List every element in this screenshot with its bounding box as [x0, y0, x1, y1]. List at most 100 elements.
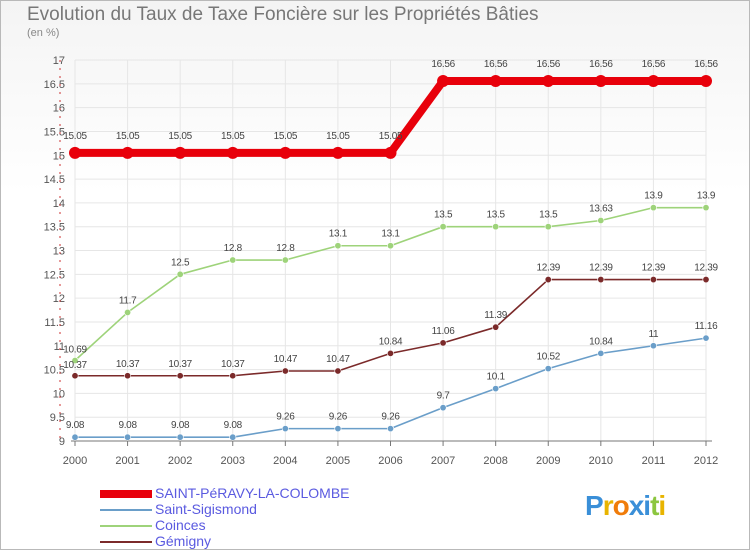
- y-tick-label: 11: [54, 341, 65, 353]
- data-label: 15.05: [168, 131, 192, 142]
- x-tick-label: 2004: [273, 455, 297, 467]
- data-label: 13.5: [539, 210, 558, 221]
- data-point: [386, 349, 394, 357]
- data-point: [229, 256, 237, 264]
- data-point: [71, 357, 79, 365]
- data-label: 9.26: [276, 412, 295, 423]
- y-tick-label: 15.5: [44, 126, 65, 138]
- data-label: 9.08: [118, 420, 137, 431]
- data-point: [124, 308, 132, 316]
- x-tick-label: 2005: [326, 455, 350, 467]
- data-point: [71, 372, 79, 380]
- data-point: [69, 146, 81, 159]
- data-point: [174, 146, 187, 159]
- data-label: 10.47: [274, 354, 298, 365]
- y-tick-label: 13: [53, 246, 65, 258]
- grid: [74, 59, 707, 442]
- x-tick-label: 2012: [694, 455, 718, 467]
- data-label: 13.5: [487, 210, 506, 221]
- legend-label: Coinces: [155, 517, 206, 533]
- data-label: 13.9: [697, 191, 716, 202]
- data-label: 15.05: [221, 131, 245, 142]
- legend-label: SAINT-PéRAVY-LA-COLOMBE: [155, 485, 350, 501]
- data-label: 13.9: [644, 191, 663, 202]
- logo-letter: x: [628, 490, 645, 521]
- data-label: 9.26: [381, 412, 400, 423]
- x-tick-label: 2011: [642, 455, 666, 467]
- data-point: [649, 342, 657, 350]
- data-point: [229, 372, 237, 380]
- data-label: 10.37: [168, 359, 192, 370]
- data-label: 16.56: [536, 59, 560, 70]
- data-point: [700, 74, 712, 87]
- y-tick-label: 14: [53, 198, 65, 210]
- data-label: 11.39: [484, 310, 508, 321]
- y-tick-label: 10: [53, 388, 65, 400]
- data-label: 10.52: [536, 352, 560, 363]
- axes: 9 9.5 10 10.5 11 11.5 12 12.5 13 13.5 14 14.5 15 15.5…: [44, 55, 719, 467]
- data-label: 10.37: [116, 359, 140, 370]
- data-point: [649, 276, 657, 284]
- data-label: 13.5: [434, 210, 453, 221]
- data-label: 12.8: [224, 243, 243, 254]
- data-point: [176, 270, 184, 278]
- data-point: [597, 349, 605, 357]
- data-label: 13.1: [381, 229, 400, 240]
- legend-swatch: [100, 525, 152, 527]
- x-tick-label: 2003: [221, 455, 245, 467]
- data-label: 10.47: [326, 354, 350, 365]
- data-point: [492, 223, 500, 231]
- data-point: [281, 367, 289, 375]
- data-label: 16.56: [484, 59, 508, 70]
- data-point: [544, 365, 552, 373]
- data-point: [594, 74, 607, 87]
- data-point: [439, 223, 447, 231]
- data-label: 10.84: [379, 336, 403, 347]
- y-tick-label: 13.5: [44, 222, 65, 234]
- data-label: 16.56: [589, 59, 613, 70]
- y-tick-label: 12: [53, 293, 65, 305]
- data-label: 16.56: [431, 59, 455, 70]
- y-tick-label: 16.5: [44, 79, 65, 91]
- data-point: [702, 334, 710, 342]
- data-point: [702, 276, 710, 284]
- data-point: [71, 433, 79, 441]
- data-label: 16.56: [694, 59, 718, 70]
- data-point: [386, 425, 394, 433]
- data-point: [176, 433, 184, 441]
- legend-label: Saint-Sigismond: [155, 501, 257, 517]
- data-label: 12.5: [171, 257, 190, 268]
- logo-letter: t: [650, 490, 659, 521]
- data-point: [281, 256, 289, 264]
- data-point: [229, 433, 237, 441]
- data-label: 16.56: [642, 59, 666, 70]
- y-tick-label: 11.5: [44, 317, 65, 329]
- data-label: 10.1: [487, 372, 506, 383]
- data-label: 11.16: [695, 321, 719, 332]
- data-label: 15.05: [116, 131, 140, 142]
- data-label: 13.1: [329, 229, 348, 240]
- y-tick-label: 15: [53, 150, 65, 162]
- data-label: 15.05: [63, 131, 87, 142]
- data-label: 15.05: [326, 131, 350, 142]
- x-tick-label: 2001: [115, 455, 139, 467]
- y-tick-label: 9: [59, 436, 65, 448]
- data-label: 12.39: [536, 263, 560, 274]
- data-point: [384, 146, 397, 159]
- x-tick-label: 2000: [63, 455, 87, 467]
- data-point: [124, 372, 132, 380]
- data-labels: 15.05 15.05 15.05 15.05 15.05 15.05 15.05 16.56…: [63, 59, 719, 431]
- logo-letter: r: [602, 490, 614, 521]
- data-point: [647, 74, 660, 87]
- data-point: [334, 242, 342, 250]
- data-label: 11.7: [119, 295, 137, 306]
- legend-swatch: [100, 509, 152, 511]
- data-point: [437, 74, 450, 87]
- y-tick-label: 9.5: [50, 412, 65, 424]
- data-point: [281, 425, 289, 433]
- data-point: [334, 367, 342, 375]
- y-tick-label: 12.5: [44, 269, 65, 281]
- x-tick-label: 2009: [536, 455, 560, 467]
